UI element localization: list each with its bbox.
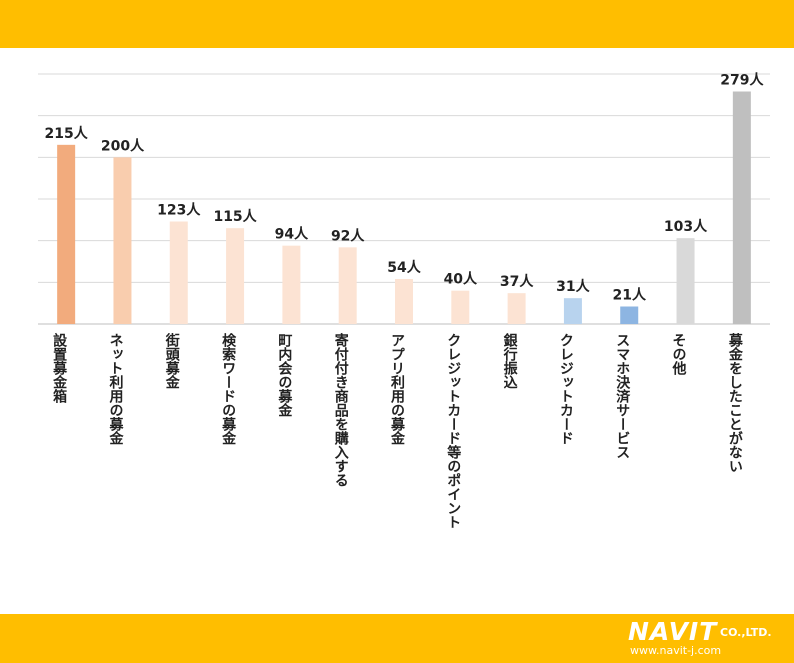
bars [57, 91, 751, 324]
category-label: 検索ワードの募金 [220, 332, 237, 445]
logo-wordmark: NAVIT [628, 617, 718, 646]
category-label: 募金をしたことがない [727, 332, 744, 473]
data-label: 54人 [387, 259, 421, 276]
data-label: 21人 [612, 287, 646, 304]
bar [338, 247, 357, 324]
data-label: 37人 [500, 273, 534, 290]
category-label: 銀行振込 [502, 332, 519, 389]
data-label: 115人 [213, 208, 257, 225]
bar [620, 306, 639, 324]
data-label: 215人 [45, 125, 89, 142]
bar [282, 245, 301, 324]
logo-url: www.navit-j.com [630, 644, 722, 657]
bar [113, 157, 132, 324]
bar [563, 298, 582, 324]
header-band [0, 0, 794, 48]
category-label: 寄付付き商品を購入する [333, 332, 350, 487]
bar [226, 228, 245, 324]
data-label: 123人 [157, 202, 201, 219]
data-label: 279人 [720, 72, 764, 89]
grid-lines [38, 73, 770, 325]
data-label: 40人 [444, 271, 478, 288]
category-label: 町内会の募金 [276, 333, 293, 417]
bar-chart: 215人 200人 123人 115人 94人 92人 54人 40人 37人 31人 21人 103… [38, 72, 770, 529]
data-label: 92人 [331, 227, 365, 244]
category-label: 街頭募金 [164, 332, 181, 389]
category-labels: 設置募金箱 ネット利用の募金 街頭募金 検索ワードの募金 町内会の募金 寄付付き商品を購入… [51, 332, 744, 529]
category-label: クレジットカード等のポイント [445, 333, 461, 529]
value-labels: 215人 200人 123人 115人 94人 92人 54人 40人 37人 31人 21人 103… [45, 72, 765, 304]
bar [451, 290, 470, 324]
category-label: アプリ利用の募金 [389, 333, 406, 445]
bar [395, 279, 413, 324]
category-label: 設置募金箱 [51, 332, 68, 404]
bar [732, 91, 751, 324]
company-logo: NAVIT CO.,LTD. www.navit-j.com [628, 619, 784, 659]
bar [57, 144, 76, 324]
category-label: クレジットカード [558, 333, 574, 445]
data-label: 103人 [664, 218, 708, 235]
data-label: 94人 [275, 226, 309, 243]
logo-suffix: CO.,LTD. [720, 626, 772, 639]
category-label: スマホ決済サービス [614, 333, 630, 459]
data-label: 200人 [101, 137, 145, 154]
category-label: その他 [671, 333, 688, 376]
footer-band [0, 614, 794, 663]
bar [507, 293, 526, 324]
data-label: 31人 [556, 278, 590, 295]
bar [169, 221, 188, 324]
category-label: ネット利用の募金 [107, 333, 124, 445]
bar [676, 238, 695, 324]
